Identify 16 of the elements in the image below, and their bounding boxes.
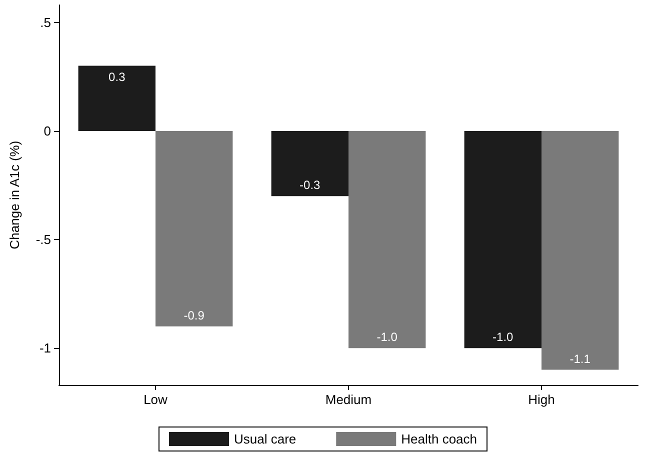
- y-tick-label: .5: [40, 14, 51, 30]
- data-label: 0.3: [108, 70, 126, 84]
- x-tick-label: Low: [144, 392, 168, 407]
- x-tick-label: High: [528, 392, 555, 407]
- y-tick-label: -.5: [36, 232, 51, 248]
- y-tick-label: 0: [44, 123, 51, 138]
- data-label: -1.0: [492, 330, 514, 344]
- y-axis-title: Change in A1c (%): [7, 140, 22, 250]
- data-label: -0.9: [184, 308, 205, 322]
- legend-label: Usual care: [234, 432, 296, 446]
- data-label: -1.1: [570, 352, 591, 366]
- y-tick-label: -1: [39, 340, 51, 356]
- data-label: -1.0: [376, 330, 398, 344]
- data-label: -0.3: [300, 178, 321, 192]
- x-tick-label: Medium: [325, 392, 372, 407]
- legend-label: Health coach: [401, 432, 478, 446]
